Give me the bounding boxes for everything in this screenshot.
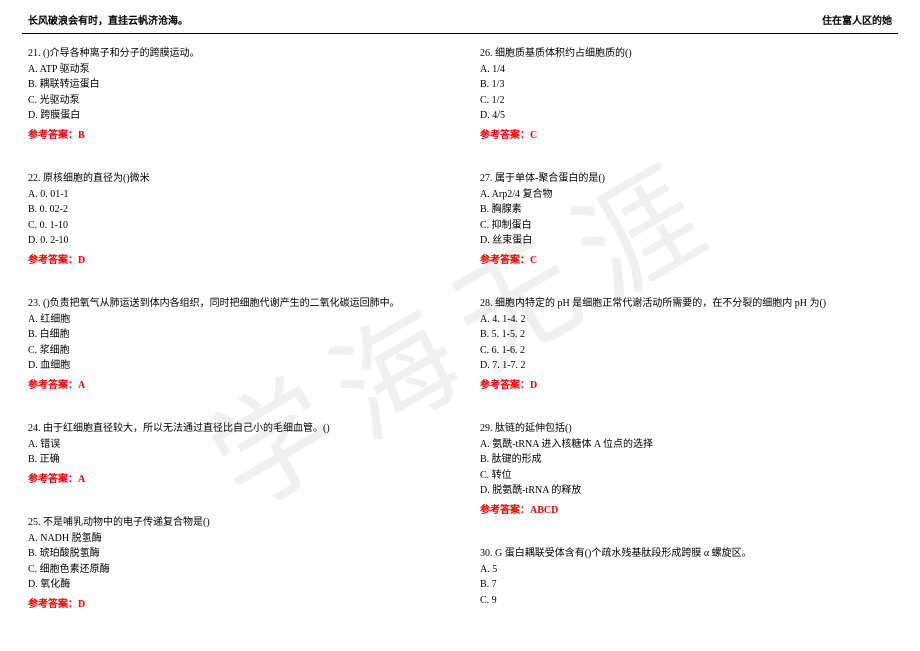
question-block: 23. ()负责把氧气从肺运送到体内各组织，同时把细胞代谢产生的二氧化碳运回肺中…: [28, 296, 440, 393]
question-option: B. 白细胞: [28, 327, 440, 343]
question-option: D. 氧化酶: [28, 577, 440, 593]
question-option: D. 血细胞: [28, 358, 440, 374]
question-option: D. 跨膜蛋白: [28, 108, 440, 124]
question-option: C. 9: [480, 593, 892, 609]
question-block: 24. 由于红细胞直径较大，所以无法通过直径比自己小的毛细血管。()A. 错误B…: [28, 421, 440, 487]
question-option: B. 耦联转运蛋白: [28, 77, 440, 93]
question-block: 22. 原核细胞的直径为()微米A. 0. 01-1B. 0. 02-2C. 0…: [28, 171, 440, 268]
question-option: A. 红细胞: [28, 312, 440, 328]
question-option: D. 0. 2-10: [28, 233, 440, 249]
question-stem: 26. 细胞质基质体积约占细胞质的(): [480, 46, 892, 62]
question-option: B. 胸腺素: [480, 202, 892, 218]
right-column: 26. 细胞质基质体积约占细胞质的()A. 1/4B. 1/3C. 1/2D. …: [480, 46, 892, 640]
question-option: B. 5. 1-5. 2: [480, 327, 892, 343]
question-option: A. ATP 驱动泵: [28, 62, 440, 78]
question-stem: 28. 细胞内特定的 pH 是细胞正常代谢活动所需要的，在不分裂的细胞内 pH …: [480, 296, 892, 312]
question-option: A. 错误: [28, 437, 440, 453]
question-option: A. 1/4: [480, 62, 892, 78]
question-option: C. 浆细胞: [28, 343, 440, 359]
question-stem: 24. 由于红细胞直径较大，所以无法通过直径比自己小的毛细血管。(): [28, 421, 440, 437]
question-option: B. 琥珀酸脱氢酶: [28, 546, 440, 562]
question-option: A. 4. 1-4. 2: [480, 312, 892, 328]
question-option: D. 4/5: [480, 108, 892, 124]
answer-label: 参考答案：D: [28, 253, 440, 269]
question-option: D. 7. 1-7. 2: [480, 358, 892, 374]
question-option: C. 光驱动泵: [28, 93, 440, 109]
question-option: C. 1/2: [480, 93, 892, 109]
answer-label: 参考答案：D: [480, 378, 892, 394]
question-option: A. NADH 脱氢酶: [28, 531, 440, 547]
question-stem: 23. ()负责把氧气从肺运送到体内各组织，同时把细胞代谢产生的二氧化碳运回肺中…: [28, 296, 440, 312]
question-option: A. 5: [480, 562, 892, 578]
question-option: D. 丝束蛋白: [480, 233, 892, 249]
left-column: 21. ()介导各种离子和分子的跨膜运动。A. ATP 驱动泵B. 耦联转运蛋白…: [28, 46, 440, 640]
question-option: B. 肽键的形成: [480, 452, 892, 468]
question-option: B. 7: [480, 577, 892, 593]
page-header: 长风破浪会有时，直挂云帆济沧海。 住在富人区的她: [0, 0, 920, 31]
question-block: 28. 细胞内特定的 pH 是细胞正常代谢活动所需要的，在不分裂的细胞内 pH …: [480, 296, 892, 393]
question-option: C. 细胞色素还原酶: [28, 562, 440, 578]
question-block: 29. 肽链的延伸包括()A. 氨酰-tRNA 进入核糖体 A 位点的选择B. …: [480, 421, 892, 518]
question-option: A. 0. 01-1: [28, 187, 440, 203]
answer-label: 参考答案：C: [480, 128, 892, 144]
question-stem: 30. G 蛋白耦联受体含有()个疏水残基肽段形成跨膜 α 螺旋区。: [480, 546, 892, 562]
question-option: B. 1/3: [480, 77, 892, 93]
question-block: 27. 属于单体-聚合蛋白的是()A. Arp2/4 复合物B. 胸腺素C. 抑…: [480, 171, 892, 268]
answer-label: 参考答案：D: [28, 597, 440, 613]
question-block: 26. 细胞质基质体积约占细胞质的()A. 1/4B. 1/3C. 1/2D. …: [480, 46, 892, 143]
answer-label: 参考答案：ABCD: [480, 503, 892, 519]
content-area: 21. ()介导各种离子和分子的跨膜运动。A. ATP 驱动泵B. 耦联转运蛋白…: [0, 34, 920, 640]
answer-label: 参考答案：A: [28, 472, 440, 488]
question-option: B. 0. 02-2: [28, 202, 440, 218]
header-left: 长风破浪会有时，直挂云帆济沧海。: [28, 12, 188, 27]
question-block: 21. ()介导各种离子和分子的跨膜运动。A. ATP 驱动泵B. 耦联转运蛋白…: [28, 46, 440, 143]
question-block: 30. G 蛋白耦联受体含有()个疏水残基肽段形成跨膜 α 螺旋区。A. 5B.…: [480, 546, 892, 608]
header-right: 住在富人区的她: [822, 12, 892, 27]
question-option: A. 氨酰-tRNA 进入核糖体 A 位点的选择: [480, 437, 892, 453]
question-option: C. 转位: [480, 468, 892, 484]
answer-label: 参考答案：C: [480, 253, 892, 269]
question-block: 25. 不是哺乳动物中的电子传递复合物是()A. NADH 脱氢酶B. 琥珀酸脱…: [28, 515, 440, 612]
question-stem: 22. 原核细胞的直径为()微米: [28, 171, 440, 187]
question-stem: 25. 不是哺乳动物中的电子传递复合物是(): [28, 515, 440, 531]
question-option: A. Arp2/4 复合物: [480, 187, 892, 203]
question-stem: 21. ()介导各种离子和分子的跨膜运动。: [28, 46, 440, 62]
question-option: C. 0. 1-10: [28, 218, 440, 234]
question-option: C. 6. 1-6. 2: [480, 343, 892, 359]
question-option: C. 抑制蛋白: [480, 218, 892, 234]
answer-label: 参考答案：B: [28, 128, 440, 144]
answer-label: 参考答案：A: [28, 378, 440, 394]
question-option: B. 正确: [28, 452, 440, 468]
question-stem: 29. 肽链的延伸包括(): [480, 421, 892, 437]
question-stem: 27. 属于单体-聚合蛋白的是(): [480, 171, 892, 187]
question-option: D. 脱氨酰-tRNA 的释放: [480, 483, 892, 499]
